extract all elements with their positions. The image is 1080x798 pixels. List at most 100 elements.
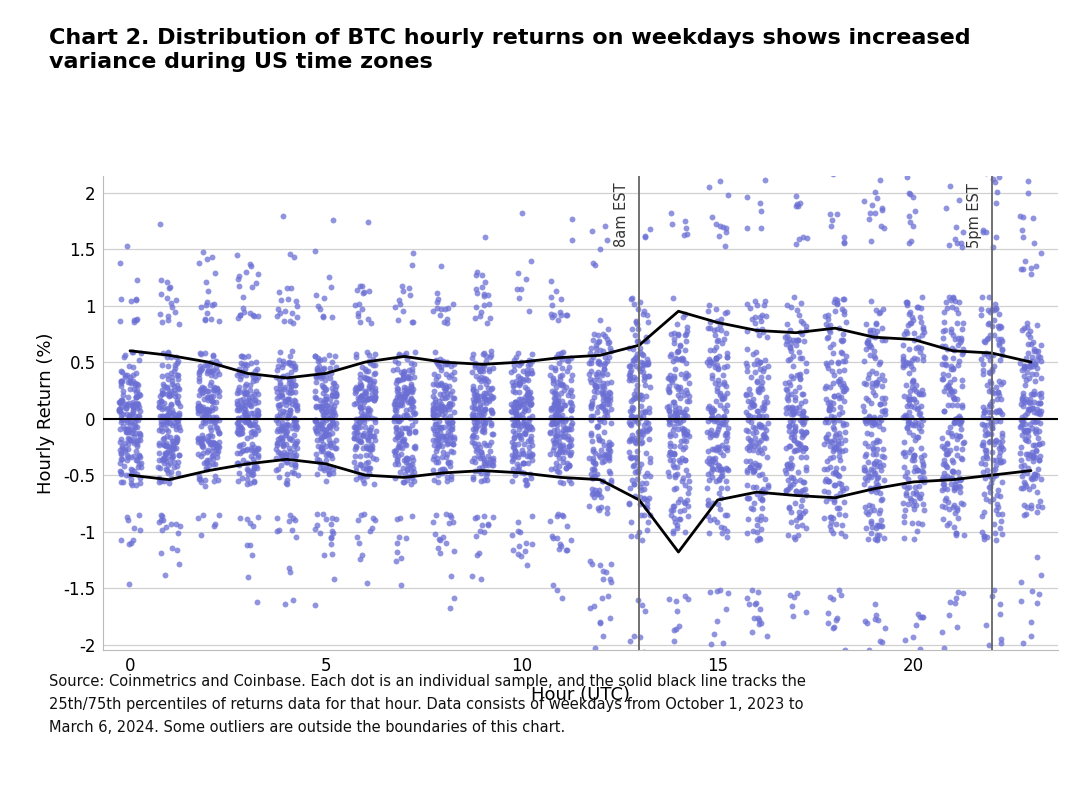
Point bbox=[666, 468, 684, 481]
Point bbox=[868, 534, 886, 547]
Point bbox=[909, 402, 927, 415]
Point bbox=[432, 464, 449, 476]
Point bbox=[602, 611, 619, 624]
Point bbox=[936, 458, 954, 471]
Point bbox=[127, 391, 145, 404]
Point bbox=[895, 354, 913, 367]
Point bbox=[836, 508, 853, 521]
Point bbox=[512, 393, 529, 406]
Point bbox=[563, 400, 580, 413]
Point bbox=[152, 475, 170, 488]
Point bbox=[584, 472, 602, 484]
Point bbox=[752, 362, 769, 375]
Point bbox=[392, 579, 409, 592]
Point bbox=[634, 357, 651, 369]
Point bbox=[268, 452, 285, 464]
Point bbox=[348, 425, 365, 438]
Point bbox=[750, 586, 767, 598]
Point bbox=[478, 466, 496, 479]
Point bbox=[397, 386, 415, 399]
Point bbox=[131, 427, 148, 440]
Point bbox=[400, 371, 417, 384]
Point bbox=[1024, 450, 1041, 463]
Point bbox=[444, 415, 461, 428]
Point bbox=[627, 383, 645, 396]
Point bbox=[356, 393, 374, 406]
Point bbox=[990, 338, 1008, 351]
Point bbox=[861, 367, 878, 380]
Point bbox=[324, 310, 341, 323]
Point bbox=[314, 362, 332, 375]
Point bbox=[505, 418, 523, 431]
Point bbox=[708, 462, 726, 475]
Point bbox=[895, 532, 913, 545]
Point bbox=[316, 448, 334, 461]
Point bbox=[751, 617, 768, 630]
Point bbox=[504, 379, 522, 392]
Point bbox=[715, 448, 732, 461]
Point bbox=[675, 472, 692, 485]
Point bbox=[550, 391, 567, 404]
Point bbox=[211, 358, 228, 370]
Point bbox=[758, 330, 775, 343]
Point bbox=[471, 409, 488, 421]
Point bbox=[171, 448, 188, 461]
Point bbox=[786, 393, 804, 406]
Point bbox=[1025, 414, 1042, 427]
Point bbox=[472, 399, 489, 412]
Point bbox=[194, 246, 212, 259]
Point bbox=[308, 415, 325, 428]
Point bbox=[168, 378, 186, 391]
Point bbox=[231, 467, 248, 480]
Point bbox=[388, 377, 405, 389]
Point bbox=[284, 465, 301, 478]
Point bbox=[362, 317, 379, 330]
Point bbox=[946, 416, 963, 429]
Point bbox=[1031, 408, 1049, 421]
Point bbox=[983, 394, 1000, 407]
Point bbox=[283, 307, 300, 320]
Point bbox=[360, 461, 377, 474]
Point bbox=[510, 524, 527, 537]
Point bbox=[521, 445, 538, 458]
Point bbox=[904, 487, 921, 500]
Point bbox=[945, 372, 962, 385]
Point bbox=[427, 393, 444, 405]
Point bbox=[672, 440, 689, 452]
Point bbox=[740, 409, 757, 421]
Point bbox=[902, 417, 919, 430]
Point bbox=[598, 389, 616, 402]
Point bbox=[786, 385, 804, 397]
Point bbox=[944, 328, 961, 341]
Point bbox=[837, 433, 854, 446]
Point bbox=[208, 365, 226, 377]
Point bbox=[205, 380, 222, 393]
Point bbox=[321, 429, 338, 442]
Point bbox=[281, 371, 298, 384]
Point bbox=[639, 358, 657, 371]
Point bbox=[270, 433, 287, 445]
Point bbox=[323, 413, 340, 426]
Point bbox=[270, 285, 287, 298]
Point bbox=[206, 457, 224, 470]
Point bbox=[631, 630, 648, 643]
Point bbox=[240, 393, 257, 406]
Point bbox=[231, 308, 248, 321]
Point bbox=[249, 405, 267, 417]
Point bbox=[464, 410, 482, 423]
Point bbox=[710, 361, 727, 374]
Point bbox=[387, 445, 404, 458]
Point bbox=[953, 236, 970, 249]
Point bbox=[936, 500, 954, 513]
Point bbox=[981, 480, 998, 493]
Point bbox=[796, 441, 813, 454]
Point bbox=[360, 365, 377, 377]
Point bbox=[974, 436, 991, 448]
Point bbox=[987, 381, 1004, 393]
Point bbox=[951, 417, 969, 430]
Point bbox=[748, 358, 766, 370]
Point bbox=[833, 346, 850, 359]
Point bbox=[550, 404, 567, 417]
Point bbox=[270, 373, 287, 385]
Point bbox=[550, 348, 567, 361]
